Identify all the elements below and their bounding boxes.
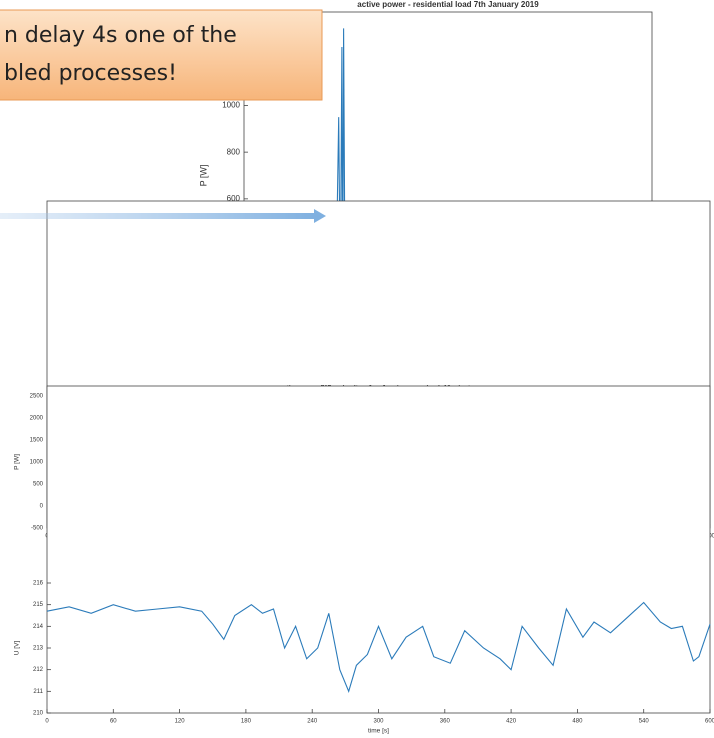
y-tick-label: 2000 <box>30 416 44 422</box>
callout-line: n delay 4s one of the <box>4 23 237 48</box>
y-tick-label: 216 <box>33 581 44 587</box>
x-tick-label: 300 <box>373 719 384 725</box>
x-tick-label: 180 <box>241 719 252 725</box>
x-tick-label: 540 <box>639 719 650 725</box>
y-axis-label: P [W] <box>198 165 208 187</box>
y-tick-label: 1000 <box>30 460 44 466</box>
arrow-head <box>314 209 326 223</box>
y-tick-label: 212 <box>33 667 44 673</box>
y-axis-label: P [W] <box>14 454 21 470</box>
chart: 0 60 120 180 240 300 360 420 480 540 600 210 211 212 2… <box>14 385 714 735</box>
arrow <box>0 209 326 223</box>
y-tick-label: 210 <box>33 711 44 717</box>
x-tick-label: 480 <box>572 719 583 725</box>
arrow-shaft <box>0 213 315 219</box>
y-tick-label: 500 <box>33 482 44 488</box>
charts: active power - residential load 7th Janu… <box>14 0 714 735</box>
x-tick-label: 420 <box>506 719 517 725</box>
y-tick-label: 2500 <box>30 394 44 400</box>
y-tick-label: 800 <box>227 147 241 156</box>
x-tick-label: 600 <box>705 719 714 725</box>
y-tick-label: 0 <box>40 504 44 510</box>
y-tick-label: 1500 <box>30 438 44 444</box>
y-tick-label: 211 <box>33 689 43 695</box>
y-tick-label: 214 <box>33 624 44 630</box>
data-line <box>46 601 711 693</box>
callout: n delay 4s one of the bled processes! <box>0 9 323 101</box>
x-tick-label: 0 <box>45 719 49 725</box>
y-tick-label: 600 <box>227 194 241 203</box>
callout-line: bled processes! <box>4 61 177 86</box>
x-axis-label: time [s] <box>368 728 389 735</box>
x-tick-label: 360 <box>440 719 451 725</box>
y-tick-label: 1000 <box>222 101 240 110</box>
x-tick-label: 60 <box>110 719 117 725</box>
y-tick-label: 215 <box>33 602 44 608</box>
x-tick-label: 240 <box>307 719 318 725</box>
callout-box <box>0 9 323 101</box>
y-tick-label: 213 <box>33 646 44 652</box>
y-axis-label: U [V] <box>14 641 21 656</box>
chart-title: active power - residential load 7th Janu… <box>357 0 539 9</box>
y-tick-label: -500 <box>31 526 44 532</box>
x-tick-label: 120 <box>175 719 186 725</box>
plot-frame <box>46 385 711 714</box>
